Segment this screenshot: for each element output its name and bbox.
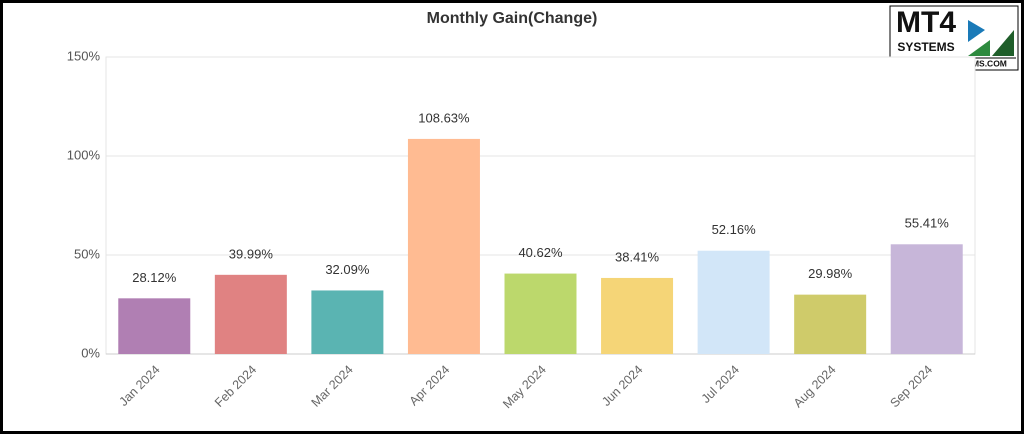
logo-subtitle: SYSTEMS (897, 40, 954, 54)
bar (794, 294, 867, 354)
bar (697, 250, 770, 354)
y-tick-label: 0% (81, 345, 100, 360)
bar (118, 298, 191, 354)
value-label: 28.12% (132, 270, 177, 285)
logo-name: MT4 (896, 6, 956, 39)
bar (504, 273, 577, 354)
chart-title: Monthly Gain(Change) (427, 10, 598, 27)
value-label: 55.41% (905, 216, 950, 231)
value-label: 38.41% (615, 249, 660, 264)
y-tick-label: 150% (67, 48, 101, 63)
value-label: 40.62% (518, 245, 563, 260)
value-label: 52.16% (712, 222, 757, 237)
value-label: 29.98% (808, 266, 853, 281)
value-label: 108.63% (418, 110, 470, 125)
y-tick-label: 100% (67, 147, 101, 162)
logo-icon (992, 30, 1014, 56)
bar (214, 274, 287, 354)
logo-icon (968, 40, 990, 56)
y-tick-label: 50% (74, 246, 100, 261)
bar (601, 277, 674, 354)
bar (890, 244, 963, 354)
logo-icon (968, 20, 985, 42)
value-label: 32.09% (325, 262, 370, 277)
bar (407, 138, 480, 354)
bar (311, 290, 384, 354)
value-label: 39.99% (229, 246, 274, 261)
